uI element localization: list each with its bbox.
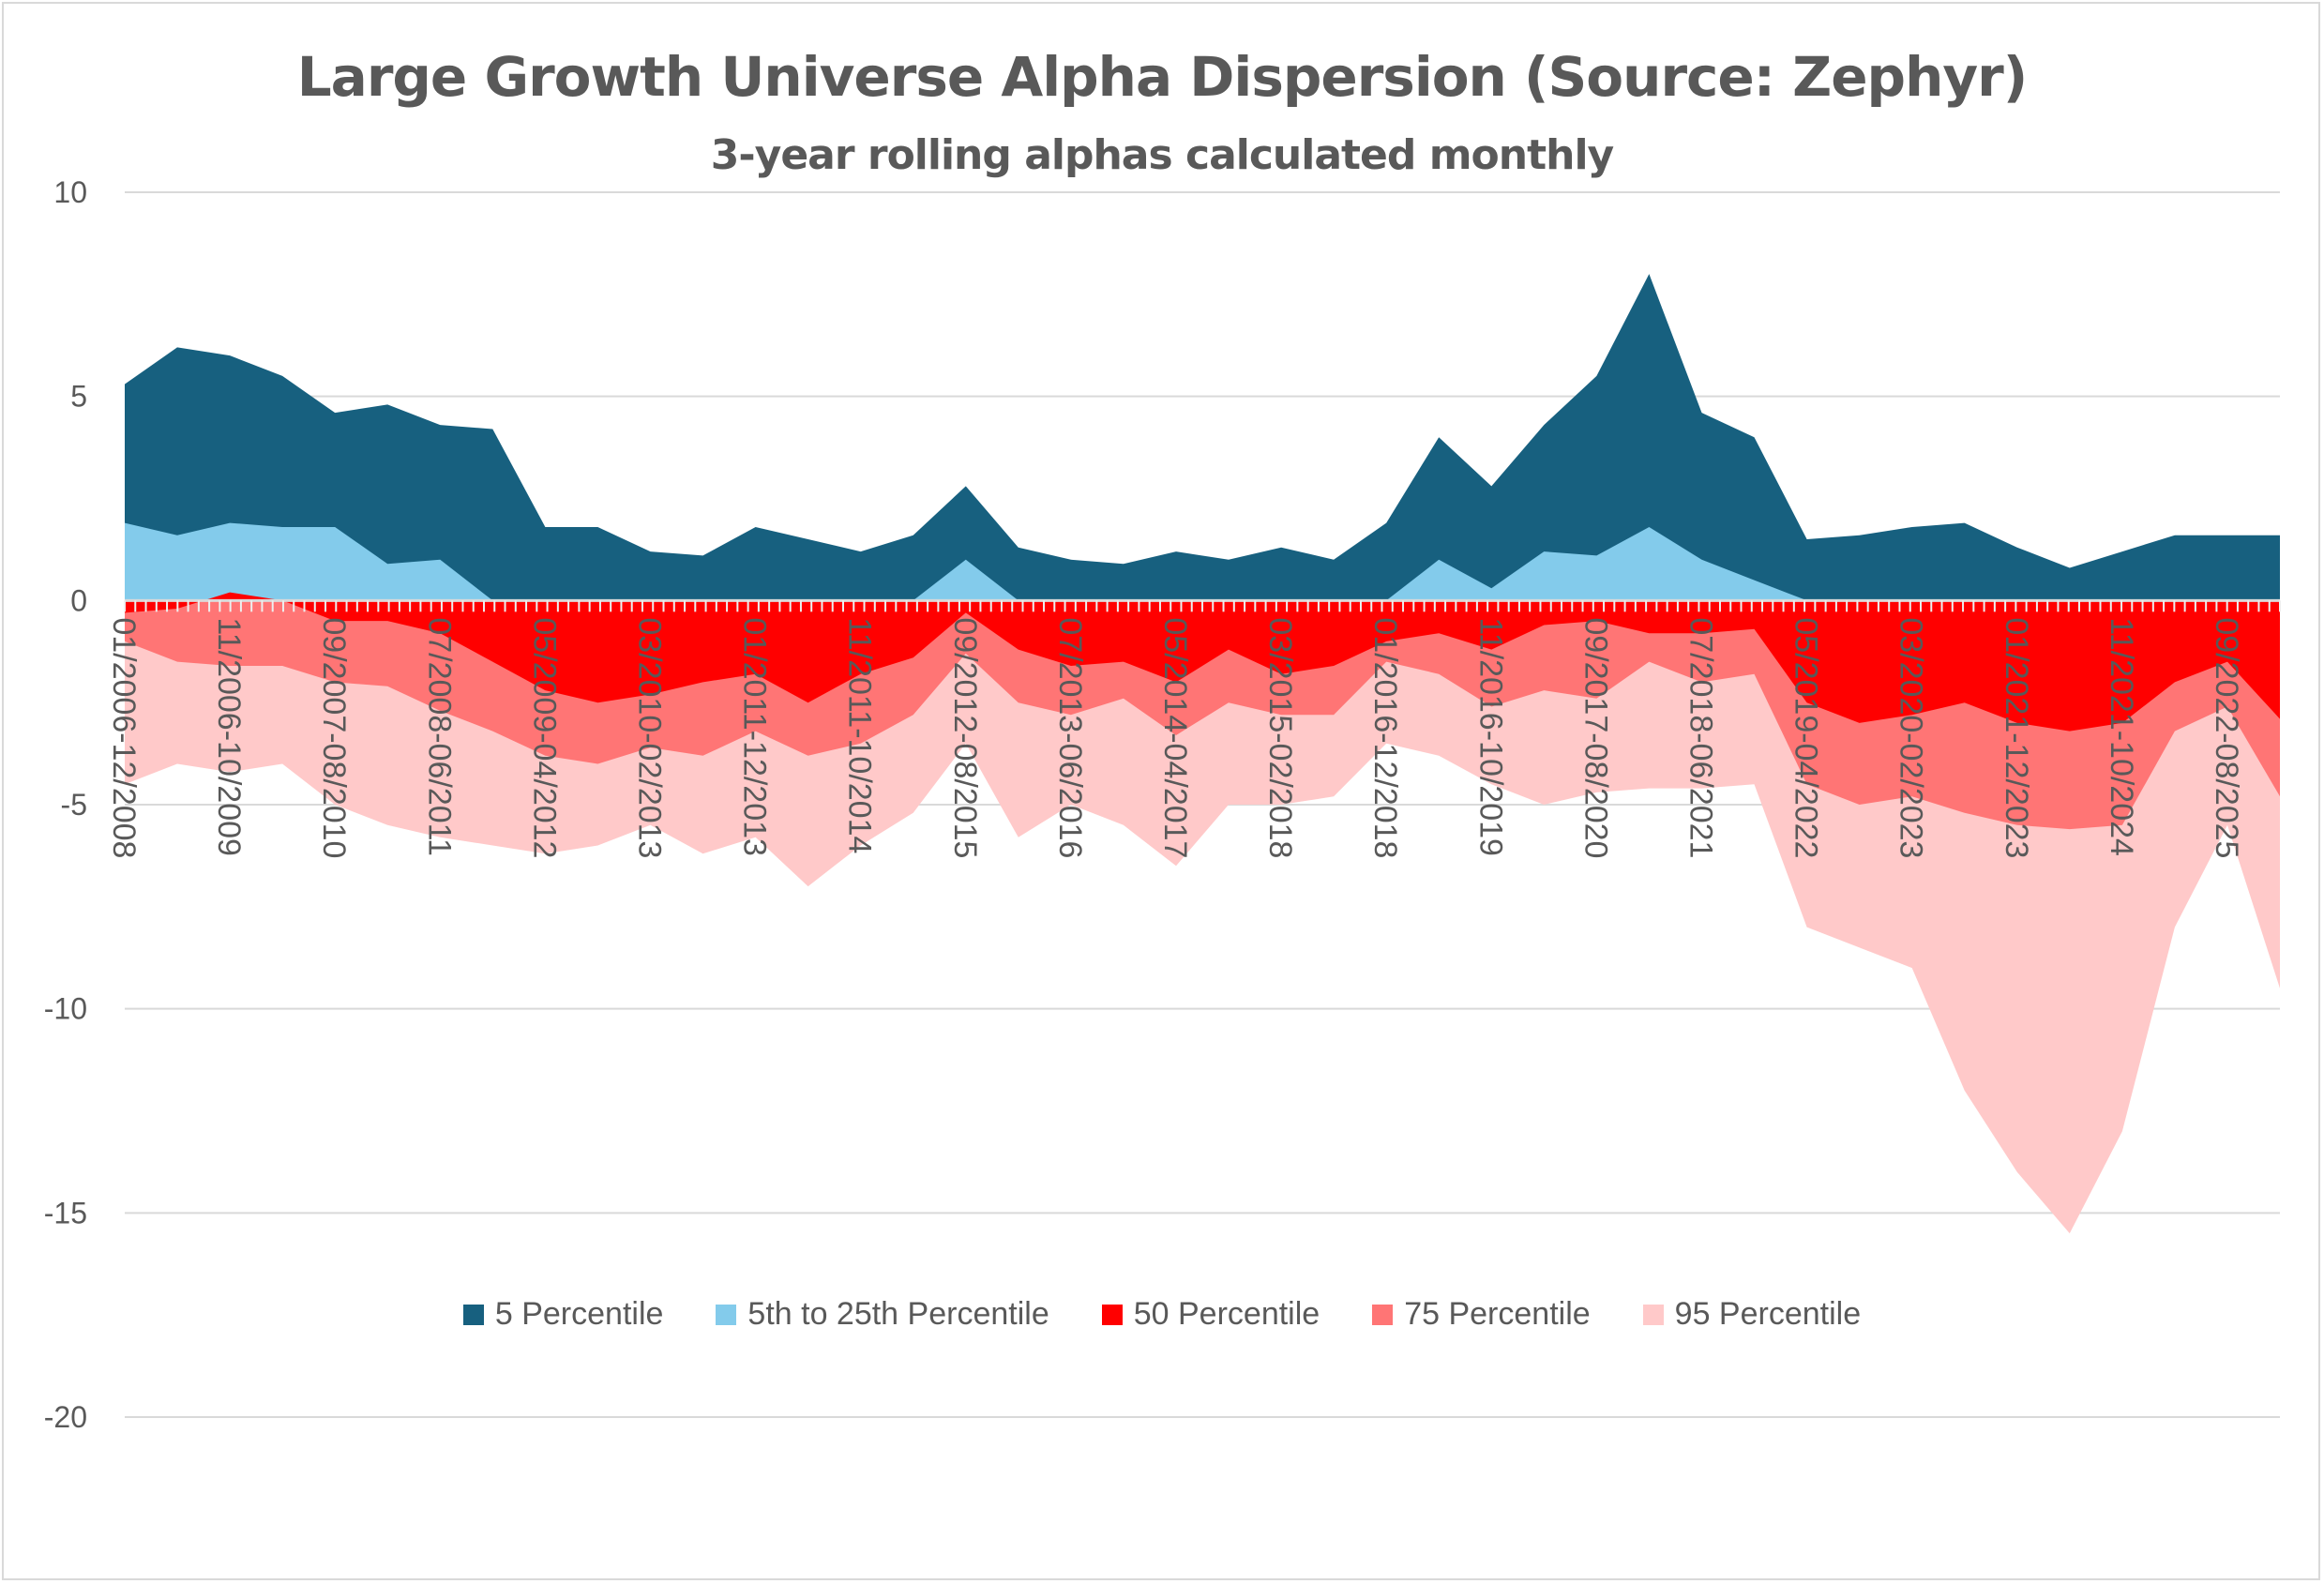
y-tick-label: -15 xyxy=(44,1196,87,1229)
legend-item: 5 Percentile xyxy=(462,1296,664,1333)
x-tick-label: 05/2019-04/2022 xyxy=(1788,617,1824,858)
x-tick-label: 09/2017-08/2020 xyxy=(1577,617,1613,858)
legend-label: 95 Percentile xyxy=(1674,1296,1862,1332)
legend: 5 Percentile 5th to 25th Percentile 50 Per… xyxy=(0,1296,2324,1333)
x-tick-label: 01/2016-12/2018 xyxy=(1367,617,1403,858)
y-tick-label: 5 xyxy=(70,380,87,414)
area-5-percentile xyxy=(125,274,2280,601)
legend-label: 75 Percentile xyxy=(1404,1296,1591,1332)
legend-item: 75 Percentile xyxy=(1372,1296,1591,1333)
legend-item: 50 Percentile xyxy=(1101,1296,1320,1333)
x-tick-label: 01/2006-12/2008 xyxy=(106,617,142,858)
legend-item: 95 Percentile xyxy=(1642,1296,1862,1333)
x-tick-label: 09/2012-08/2015 xyxy=(947,617,983,858)
x-tick-label: 07/2013-06/2016 xyxy=(1052,617,1088,858)
area-95-percentile xyxy=(125,600,2280,1234)
x-tick-label: 05/2009-04/2012 xyxy=(526,617,562,858)
y-tick-label: 10 xyxy=(53,175,87,209)
y-tick-label: -5 xyxy=(61,788,87,822)
x-tick-label: 07/2018-06/2021 xyxy=(1683,617,1718,858)
x-tick-label: 03/2020-02/2023 xyxy=(1894,617,1929,858)
x-tick-label: 05/2014-04/2017 xyxy=(1157,617,1193,858)
x-tick-label: 11/2011-10/2014 xyxy=(842,617,878,853)
x-tick-label: 11/2016-10/2019 xyxy=(1472,617,1508,856)
y-tick-label: -10 xyxy=(44,992,87,1026)
x-tick-label: 01/2021-12/2023 xyxy=(1999,617,2034,858)
legend-label: 5 Percentile xyxy=(494,1296,664,1332)
legend-swatch xyxy=(1642,1304,1664,1325)
chart-subtitle: 3-year rolling alphas calculated monthly xyxy=(710,131,1614,179)
legend-item: 5th to 25th Percentile xyxy=(716,1296,1049,1333)
x-tick-label: 09/2022-08/2025 xyxy=(2209,617,2244,858)
x-tick-label: 07/2008-06/2011 xyxy=(421,617,457,856)
y-tick-label: -20 xyxy=(44,1400,87,1434)
x-tick-label: 01/2011-12/2013 xyxy=(737,617,773,856)
x-tick-label: 09/2007-08/2010 xyxy=(316,617,352,858)
legend-swatch xyxy=(1372,1304,1394,1325)
x-tick-label: 11/2021-10/2024 xyxy=(2104,617,2139,856)
x-tick-label: 03/2015-02/2018 xyxy=(1262,617,1298,858)
legend-swatch xyxy=(462,1304,484,1325)
legend-swatch xyxy=(1101,1304,1123,1325)
y-tick-label: 0 xyxy=(70,583,87,617)
x-tick-label: 03/2010-02/2013 xyxy=(631,617,667,858)
legend-label: 50 Percentile xyxy=(1133,1296,1320,1332)
area-5th-to-25th-percentile xyxy=(125,522,2280,601)
x-tick-label: 11/2006-10/2009 xyxy=(211,617,247,856)
chart-title: Large Growth Universe Alpha Dispersion (… xyxy=(296,45,2029,109)
area-50-percentile xyxy=(125,592,2280,732)
legend-label: 5th to 25th Percentile xyxy=(747,1296,1049,1332)
legend-swatch xyxy=(716,1304,737,1325)
